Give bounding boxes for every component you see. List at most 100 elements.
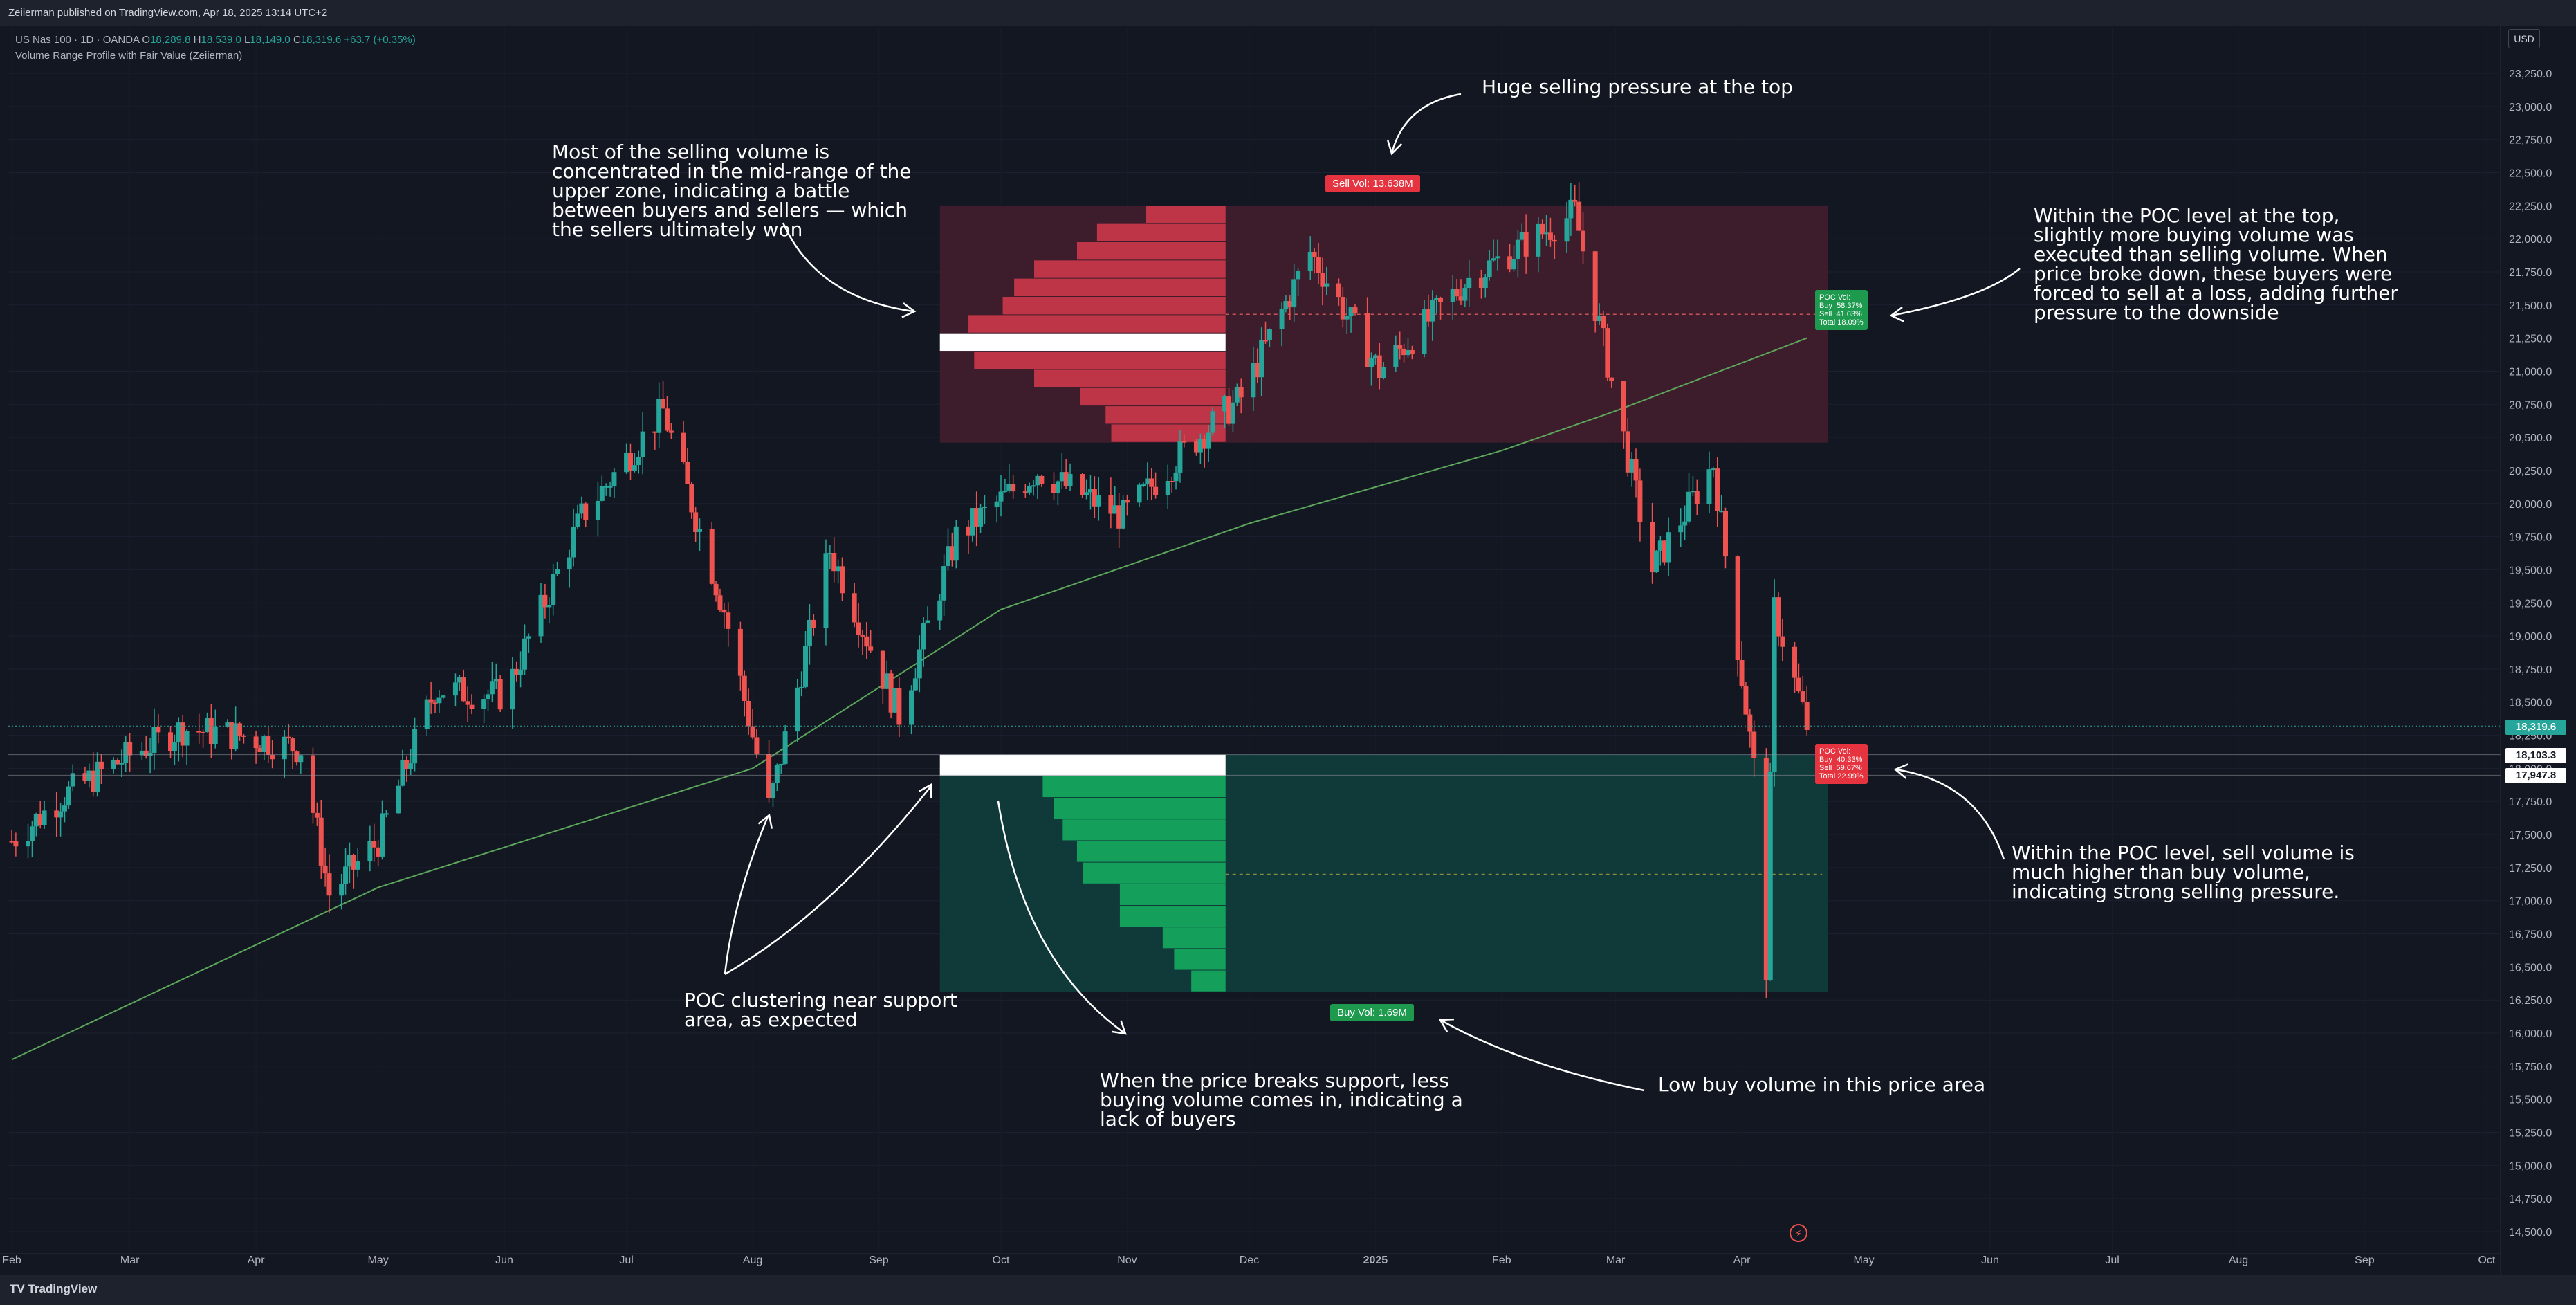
candle-body: [1478, 277, 1484, 288]
candle-body: [551, 574, 556, 605]
annotation-arrow: [1390, 93, 1462, 154]
candle-body: [522, 638, 527, 670]
candle-body: [1320, 273, 1325, 287]
candle-body: [98, 761, 104, 769]
candle-body: [1230, 402, 1235, 424]
candle-body: [774, 765, 780, 783]
candle-body: [978, 507, 984, 527]
candle-body: [1369, 358, 1374, 367]
candle-body: [998, 491, 1004, 502]
buy-profile-bar: [1119, 884, 1226, 905]
candle-body: [668, 430, 674, 433]
candle-body: [497, 679, 503, 710]
candle-body: [1116, 505, 1122, 529]
candle-body: [1601, 316, 1606, 329]
annotation-arrow: [997, 801, 1126, 1035]
price-tick-label: 23,000.0: [2509, 102, 2552, 113]
candle-body: [1482, 277, 1488, 288]
candle-body: [1145, 478, 1150, 485]
candle-body: [1523, 232, 1529, 257]
candle-body: [1629, 459, 1635, 473]
candle-body: [1006, 484, 1012, 491]
candle-body: [1735, 556, 1740, 661]
price-tick-label: 19,250.0: [2509, 598, 2552, 610]
candle-body: [1694, 491, 1700, 504]
candle-body: [1149, 478, 1154, 487]
price-tick-label: 16,500.0: [2509, 962, 2552, 974]
candle-body: [685, 462, 690, 484]
candle-body: [436, 697, 442, 704]
candle-body: [70, 773, 75, 787]
time-tick-label: Oct: [2478, 1254, 2495, 1266]
candle-body: [1653, 550, 1659, 573]
candle-body: [1283, 301, 1289, 309]
price-tick-label: 16,750.0: [2509, 929, 2552, 941]
candle-body: [412, 729, 418, 764]
candle-body: [636, 457, 641, 466]
candle-body: [310, 755, 315, 813]
candle-body: [1609, 377, 1614, 382]
time-tick-label: May: [368, 1254, 389, 1266]
candle-body: [921, 623, 926, 650]
candle-body: [799, 686, 804, 688]
candle-body: [156, 727, 161, 733]
candle-body: [457, 677, 462, 683]
candle-body: [1324, 283, 1330, 287]
candle-body: [1291, 279, 1297, 308]
candle-body: [1547, 232, 1553, 240]
buy-profile-bar: [1191, 970, 1226, 992]
candle-body: [1255, 363, 1260, 378]
price-tick-label: 18,750.0: [2509, 664, 2552, 676]
time-axis[interactable]: Feb Mar Apr May Jun Jul Aug Sep Oct Nov Dec 2025 Feb…: [0, 1253, 2501, 1266]
candle-body: [1581, 230, 1586, 252]
candle-body: [95, 761, 100, 792]
candle-body: [1767, 772, 1773, 981]
candle-body: [257, 748, 263, 753]
candle-body: [119, 763, 125, 765]
bottom-bar: [0, 1275, 2576, 1305]
poc-bottom-box: POC Vol: Buy 40.33% Sell 59.67% Total 22…: [1815, 744, 1868, 784]
buy-profile-bar: [1119, 905, 1226, 927]
tradingview-logo[interactable]: TV TradingView: [10, 1282, 97, 1296]
price-axis[interactable]: 14,500.0 14,750.0 15,000.0 15,250.0 15,500.0…: [2500, 26, 2576, 1275]
legend-indicator[interactable]: Volume Range Profile with Fair Value (Ze…: [15, 50, 243, 62]
buy-profile-bar: [1162, 927, 1226, 949]
candle-body: [966, 526, 971, 536]
candle-body: [1666, 532, 1671, 563]
candle-body: [856, 622, 861, 635]
candle-body: [1084, 492, 1089, 495]
candle-body: [518, 669, 524, 675]
candle-body: [1173, 472, 1179, 482]
candle-body: [1087, 489, 1093, 493]
price-tick-label: 18,500.0: [2509, 697, 2552, 709]
currency-selector[interactable]: USD: [2508, 29, 2540, 48]
candle-body: [1792, 646, 1798, 678]
poc-top-box: POC Vol: Buy 58.37% Sell 41.63% Total 18…: [1815, 290, 1868, 330]
candle-body: [461, 677, 466, 702]
flash-icon[interactable]: [1790, 1224, 1807, 1242]
annotation-arrowhead: [918, 783, 932, 799]
candle-body: [318, 817, 324, 866]
candle-body: [26, 841, 31, 847]
time-tick-label: Feb: [2, 1254, 21, 1266]
chart-canvas[interactable]: 14,500.0 14,750.0 15,000.0 15,250.0 15,500.0…: [0, 26, 2576, 1275]
candle-body: [567, 557, 572, 569]
candle-body: [1519, 232, 1525, 240]
candle-body: [383, 813, 389, 815]
candle-body: [1177, 441, 1183, 473]
time-tick-label: Jun: [495, 1254, 513, 1266]
candle-body: [896, 688, 902, 725]
price-axis-bg: [2501, 26, 2576, 1275]
legend-ohlc-c-key: C: [293, 34, 301, 46]
price-tick-label: 22,000.0: [2509, 234, 2552, 246]
legend-symbol[interactable]: US Nas 100 · 1D · OANDA: [15, 34, 140, 46]
candle-body: [575, 513, 580, 527]
candle-body: [1137, 484, 1142, 503]
annotation-top: Huge selling pressure at the top: [1482, 75, 1793, 98]
candle-body: [111, 760, 116, 769]
sell-volume-badge: Sell Vol: 13.638M: [1325, 175, 1420, 192]
candle-body: [880, 650, 885, 689]
candle-body: [1507, 256, 1513, 270]
sell-profile-bar: [1014, 278, 1226, 297]
sell-profile-bar: [1034, 369, 1226, 387]
